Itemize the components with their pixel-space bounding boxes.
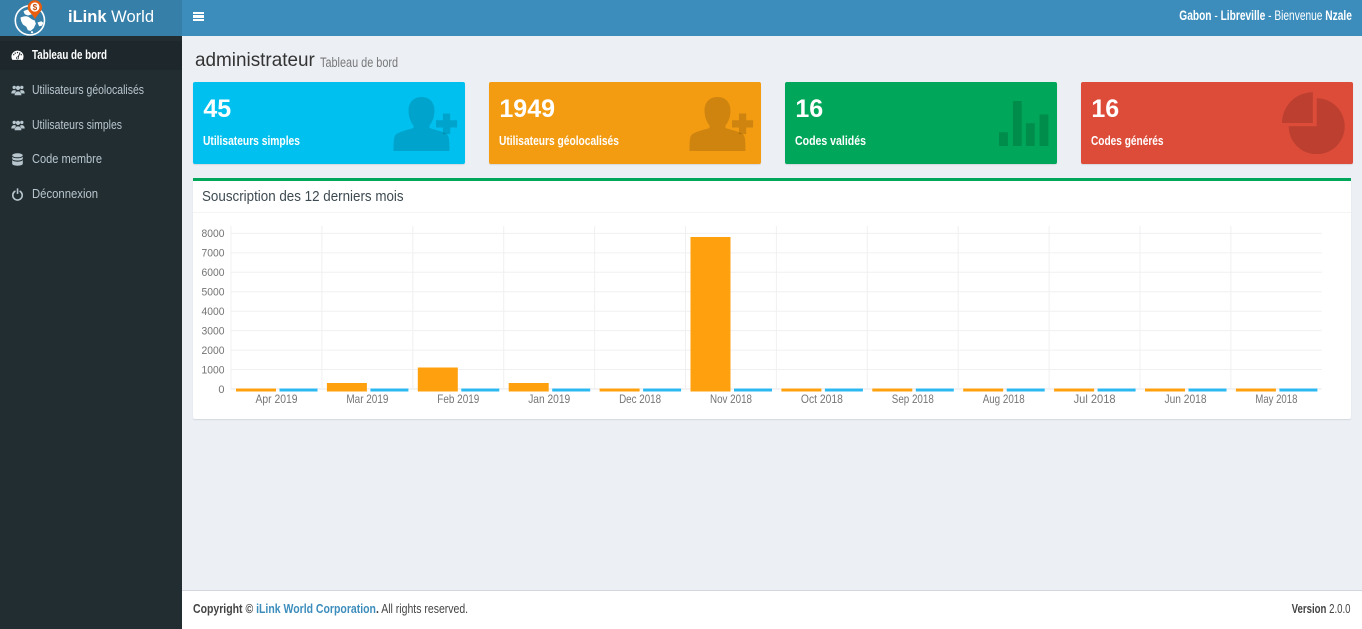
svg-text:Aug 2018: Aug 2018 <box>983 392 1025 406</box>
svg-text:1000: 1000 <box>202 364 225 376</box>
svg-text:Dec 2018: Dec 2018 <box>619 392 661 406</box>
svg-text:0: 0 <box>218 384 224 396</box>
svg-text:4000: 4000 <box>202 306 225 318</box>
svg-text:3000: 3000 <box>202 325 225 337</box>
svg-text:Jan 2019: Jan 2019 <box>528 392 570 406</box>
svg-text:6000: 6000 <box>202 267 225 279</box>
svg-text:2000: 2000 <box>202 345 225 357</box>
svg-text:5000: 5000 <box>202 287 225 299</box>
svg-text:Sep 2018: Sep 2018 <box>892 392 934 406</box>
svg-text:Jul 2018: Jul 2018 <box>1074 392 1116 406</box>
svg-text:Oct 2018: Oct 2018 <box>801 392 843 406</box>
svg-text:Mar 2019: Mar 2019 <box>346 392 388 406</box>
svg-text:8000: 8000 <box>202 228 225 240</box>
svg-text:Jun 2018: Jun 2018 <box>1165 392 1207 406</box>
svg-text:Feb 2019: Feb 2019 <box>437 392 479 406</box>
svg-text:May 2018: May 2018 <box>1255 392 1297 406</box>
svg-text:Apr 2019: Apr 2019 <box>256 392 298 406</box>
svg-text:7000: 7000 <box>202 248 225 260</box>
svg-text:Nov 2018: Nov 2018 <box>710 392 752 406</box>
svg-text:$: $ <box>33 3 38 12</box>
